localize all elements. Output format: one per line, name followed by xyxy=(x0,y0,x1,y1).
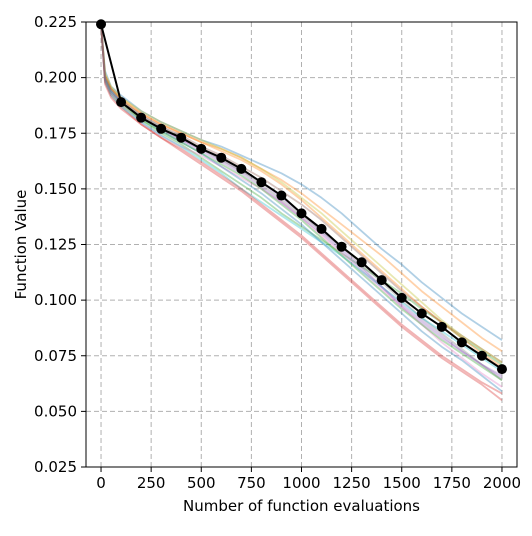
mean-point xyxy=(116,97,127,108)
y-axis-ticks: 0.025 0.050 0.075 0.100 0.125 0.150 0.175 0.200… xyxy=(34,13,86,476)
mean-point xyxy=(176,132,187,143)
mean-point xyxy=(216,152,227,163)
x-tick-label: 2000 xyxy=(483,474,521,492)
run-line-9 xyxy=(100,24,503,364)
x-axis-label: Number of function evaluations xyxy=(183,497,420,515)
x-tick-label: 750 xyxy=(237,474,266,492)
y-tick-label: 0.150 xyxy=(34,180,77,198)
y-tick-label: 0.175 xyxy=(34,124,77,142)
mean-point xyxy=(316,223,327,234)
run-line-14 xyxy=(100,24,503,395)
mean-point xyxy=(156,123,167,134)
run-line-2 xyxy=(100,24,503,353)
y-tick-label: 0.075 xyxy=(34,347,77,365)
x-axis-ticks: 0 250 500 750 1000 1250 1500 1750 2000 xyxy=(96,467,521,492)
mean-point xyxy=(436,321,447,332)
grid xyxy=(86,21,517,468)
mean-point xyxy=(96,19,107,30)
mean-point xyxy=(456,337,467,348)
run-line-1 xyxy=(100,24,503,341)
y-tick-label: 0.125 xyxy=(34,236,77,254)
mean-point xyxy=(296,208,307,219)
x-tick-label: 1500 xyxy=(383,474,421,492)
mean-point xyxy=(276,190,287,201)
mean-point xyxy=(496,364,507,375)
mean-point xyxy=(476,350,487,361)
x-tick-label: 1250 xyxy=(333,474,371,492)
mean-point xyxy=(396,292,407,303)
x-tick-label: 1000 xyxy=(282,474,320,492)
mean-point xyxy=(356,257,367,268)
x-tick-label: 250 xyxy=(137,474,166,492)
y-tick-label: 0.100 xyxy=(34,291,77,309)
y-axis-label: Function Value xyxy=(12,190,30,300)
y-tick-label: 0.050 xyxy=(34,402,77,420)
mean-series-group xyxy=(96,19,507,375)
x-tick-label: 0 xyxy=(96,474,106,492)
mean-point xyxy=(376,275,387,286)
mean-point xyxy=(416,308,427,319)
mean-point xyxy=(236,163,247,174)
mean-point xyxy=(136,112,147,123)
mean-point xyxy=(336,241,347,252)
mean-point xyxy=(196,143,207,154)
run-line-4 xyxy=(100,24,503,401)
run-line-7 xyxy=(100,24,503,388)
x-tick-label: 500 xyxy=(187,474,216,492)
y-tick-label: 0.025 xyxy=(34,458,77,476)
y-tick-label: 0.225 xyxy=(34,13,77,31)
x-tick-label: 1750 xyxy=(433,474,471,492)
run-line-13 xyxy=(100,24,503,381)
run-line-12 xyxy=(100,24,503,368)
run-line-10 xyxy=(100,24,503,373)
mean-point xyxy=(256,177,267,188)
y-tick-label: 0.200 xyxy=(34,69,77,87)
run-line-3 xyxy=(100,24,503,366)
